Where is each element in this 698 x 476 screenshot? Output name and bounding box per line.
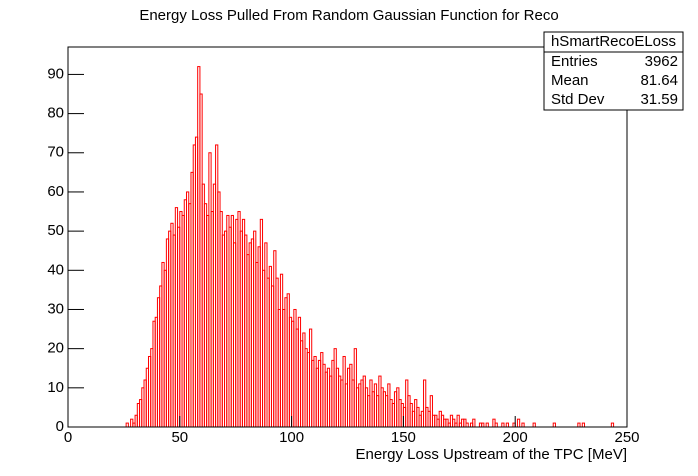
y-tick-label: 30: [47, 300, 64, 317]
x-tick-label: 150: [391, 429, 416, 446]
stats-label: Std Dev: [551, 91, 605, 108]
stats-value: 81.64: [640, 72, 678, 89]
y-tick-label: 10: [47, 379, 64, 396]
x-axis-label: Energy Loss Upstream of the TPC [MeV]: [355, 446, 627, 463]
y-tick-label: 20: [47, 340, 64, 357]
y-tick-label: 80: [47, 105, 64, 122]
plot-frame: [67, 46, 628, 428]
x-tick-label: 0: [64, 429, 72, 446]
stats-value: 31.59: [640, 91, 678, 108]
y-tick-label: 50: [47, 222, 64, 239]
chart-title: Energy Loss Pulled From Random Gaussian …: [139, 7, 558, 24]
y-tick-label: 40: [47, 261, 64, 278]
x-tick-label: 250: [614, 429, 639, 446]
x-tick-label: 200: [503, 429, 528, 446]
y-tick-label: 90: [47, 65, 64, 82]
y-tick-label: 0: [56, 418, 64, 435]
stats-title: hSmartRecoELoss: [551, 33, 676, 50]
y-tick-label: 70: [47, 144, 64, 161]
stats-box: [543, 31, 684, 111]
x-tick-label: 50: [171, 429, 188, 446]
y-tick-label: 60: [47, 183, 64, 200]
stats-label: Mean: [551, 72, 589, 89]
stats-value: 3962: [645, 53, 678, 70]
stats-label: Entries: [551, 53, 598, 70]
x-tick-label: 100: [279, 429, 304, 446]
